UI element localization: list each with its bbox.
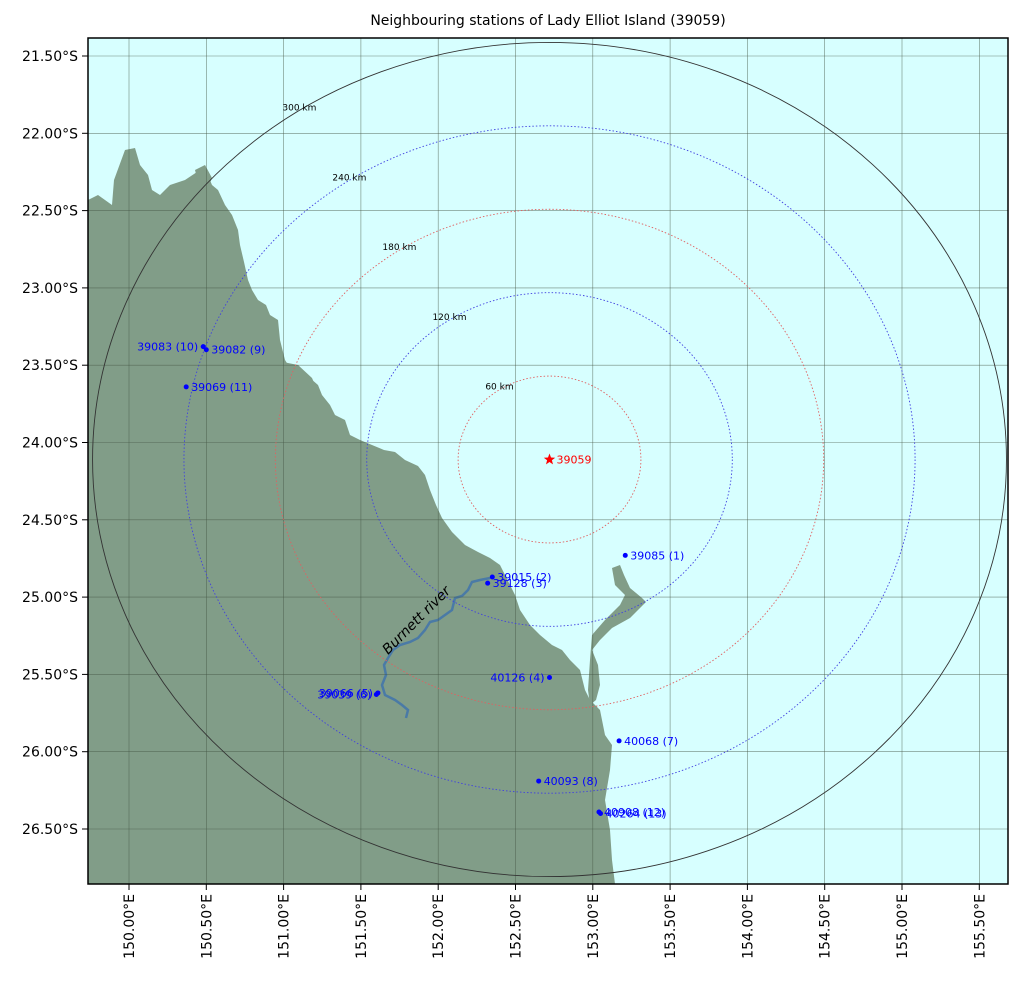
ring-label: 240 km (332, 173, 366, 183)
station-marker[interactable] (547, 674, 553, 680)
station-label: 39015 (2) (497, 571, 551, 584)
longitude-ticks: 150.00°E 150.50°E 151.00°E 151.50°E 152.00°E… (122, 884, 988, 959)
mainland-coast (88, 148, 615, 884)
lat-tick-label: 26.00°S (22, 745, 78, 761)
ring-labels: 60 km 120 km 180 km 240 km 300 km (282, 103, 513, 392)
target-star-icon[interactable] (543, 453, 556, 465)
distance-ring (366, 292, 733, 627)
station-marker[interactable] (183, 384, 189, 390)
lon-tick-label: 151.00°E (277, 894, 293, 959)
map-frame (87, 37, 1009, 885)
distance-ring (457, 375, 642, 544)
station-label: 39069 (11) (191, 381, 252, 394)
distance-rings (92, 41, 1007, 878)
island (283, 362, 318, 396)
station-label: 39039 (6) (317, 688, 371, 701)
lat-tick-label: 22.00°S (22, 126, 78, 142)
lon-tick-label: 155.50°E (972, 894, 988, 959)
lon-tick-label: 150.50°E (199, 894, 215, 959)
target-label: 39059 (557, 454, 592, 467)
station-label: 40068 (7) (624, 735, 678, 748)
lon-tick-label: 151.50°E (354, 894, 370, 959)
lon-tick-label: 152.00°E (431, 894, 447, 959)
lon-tick-label: 154.00°E (740, 894, 756, 959)
lat-tick-label: 23.50°S (22, 358, 78, 374)
station-marker[interactable] (536, 778, 542, 784)
lat-tick-label: 26.50°S (22, 822, 78, 838)
lat-tick-label: 23.00°S (22, 281, 78, 297)
latitude-ticks: 21.50°S 22.00°S 22.50°S 23.00°S 23.50°S 24.00… (22, 49, 88, 838)
station-label: 40908 (12) (604, 806, 665, 819)
lat-tick-label: 24.00°S (22, 436, 78, 452)
lon-tick-label: 153.00°E (586, 894, 602, 959)
station-marker[interactable] (373, 691, 379, 697)
ring-label: 300 km (282, 103, 316, 113)
lon-tick-label: 152.50°E (509, 894, 525, 959)
station-marker[interactable] (200, 344, 206, 350)
station-marker[interactable] (203, 347, 209, 353)
ring-label: 120 km (432, 313, 466, 323)
lat-tick-label: 21.50°S (22, 49, 78, 65)
station-marker[interactable] (489, 574, 495, 580)
station-label: 40126 (4) (490, 671, 544, 684)
lat-tick-label: 24.50°S (22, 513, 78, 529)
station-label: 39083 (10) (137, 341, 198, 354)
distance-ring (183, 125, 916, 794)
lon-tick-label: 155.00°E (895, 894, 911, 959)
lat-tick-label: 25.50°S (22, 667, 78, 683)
lon-tick-label: 154.50°E (818, 894, 834, 959)
station-marker[interactable] (485, 580, 491, 586)
fraser-island (588, 565, 646, 705)
lat-tick-label: 22.50°S (22, 204, 78, 220)
lat-tick-label: 25.00°S (22, 590, 78, 606)
station-label: 40264 (13) (606, 808, 667, 821)
station-marker[interactable] (598, 811, 604, 817)
stations: 39085 (1) 39015 (2)39128 (3) 40126 (4) 3906… (137, 341, 684, 821)
ring-label: 180 km (382, 243, 416, 253)
distance-ring (274, 208, 825, 711)
station-label: 40093 (8) (544, 775, 598, 788)
distance-ring (92, 41, 1007, 878)
lon-tick-label: 150.00°E (122, 894, 138, 959)
station-marker[interactable] (622, 552, 628, 558)
lon-tick-label: 153.50°E (663, 894, 679, 959)
ring-label: 60 km (485, 383, 513, 393)
station-marker[interactable] (616, 738, 622, 744)
burnett-river (380, 576, 491, 719)
graticule (88, 38, 1008, 884)
station-label: 39085 (1) (630, 549, 684, 562)
map-title: Neighbouring stations of Lady Elliot Isl… (370, 13, 725, 29)
station-label: 39128 (3) (493, 577, 547, 590)
station-label: 39066 (5) (319, 687, 373, 700)
station-label: 39082 (9) (211, 344, 265, 357)
